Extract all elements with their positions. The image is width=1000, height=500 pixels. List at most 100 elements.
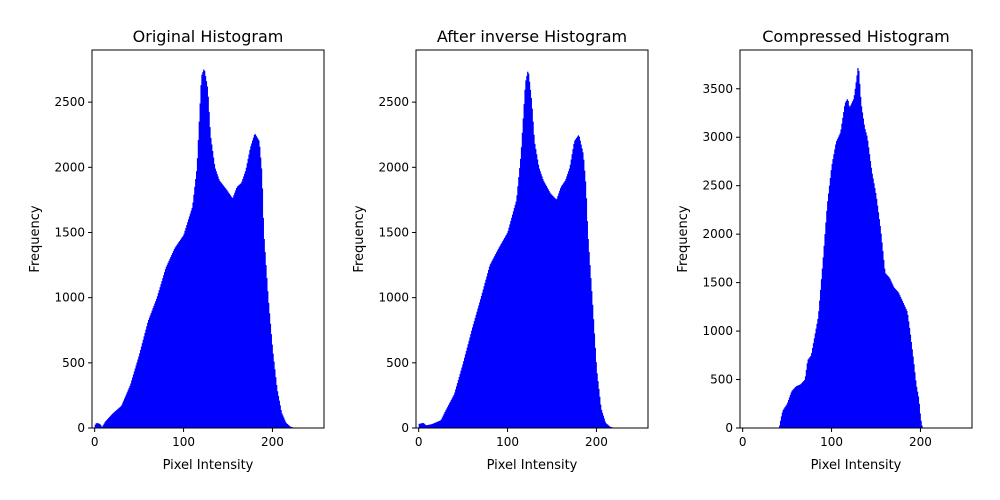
histogram-bin — [198, 121, 200, 428]
histogram-bin — [196, 171, 198, 428]
histogram-bin — [887, 276, 889, 428]
histogram-bin — [909, 334, 912, 428]
histogram-bin — [212, 151, 214, 428]
histogram-bin — [438, 421, 440, 428]
histogram-bin — [592, 304, 594, 428]
histogram-bin — [842, 117, 844, 428]
histogram-bin — [914, 372, 916, 428]
histogram-bin — [123, 400, 125, 428]
histogram-bin — [240, 183, 242, 428]
y-tick-label: 1000 — [54, 291, 85, 305]
histogram-bin — [802, 381, 804, 428]
histogram-bin — [553, 197, 556, 428]
histogram-bin — [475, 314, 477, 428]
histogram-bin — [792, 389, 794, 428]
histogram-bin — [284, 419, 286, 428]
histogram-bin — [448, 403, 451, 428]
histogram-bin — [883, 259, 885, 428]
histogram-bin — [597, 381, 599, 428]
histogram-bin — [783, 408, 785, 428]
histogram-bin — [496, 250, 499, 428]
histogram-bin — [869, 160, 872, 429]
histogram-bin — [230, 196, 232, 428]
histogram-bin — [194, 186, 196, 428]
histogram-bin — [793, 388, 795, 428]
histogram-bin — [276, 384, 278, 428]
histogram-bin — [216, 173, 218, 428]
histogram-bin — [153, 305, 155, 428]
histogram-bin — [236, 188, 238, 428]
histogram-bin — [161, 281, 163, 428]
x-tick-label: 200 — [585, 435, 608, 449]
histogram-bin — [183, 233, 185, 428]
histogram-bin — [116, 409, 119, 428]
histogram-bin — [190, 210, 192, 428]
histogram-bin — [796, 386, 798, 428]
histogram-bin — [567, 173, 569, 428]
histogram-bin — [921, 425, 923, 428]
histogram-bin — [450, 400, 452, 428]
histogram-bin — [202, 72, 204, 428]
histogram-bin — [917, 396, 920, 428]
histogram-bin — [856, 75, 858, 428]
histogram-bin — [469, 337, 471, 428]
histogram-bin — [788, 397, 791, 428]
histogram-bin — [584, 170, 586, 428]
histogram-bin — [144, 332, 146, 428]
histogram-bin — [189, 213, 192, 428]
histogram-bin — [900, 299, 903, 428]
histogram-bin — [515, 201, 517, 428]
histogram-bin — [538, 168, 540, 429]
histogram-bin — [430, 424, 432, 428]
histogram-bin — [95, 423, 97, 428]
histogram-bin — [826, 210, 828, 428]
histogram-bin — [188, 219, 190, 428]
histogram-bin — [247, 158, 249, 428]
histogram-bin — [200, 85, 202, 428]
histogram-bin — [133, 371, 136, 428]
histogram-bin — [251, 143, 253, 428]
histogram-bin — [206, 86, 208, 428]
histogram-bin — [254, 134, 256, 428]
histogram-bin — [863, 124, 865, 428]
histogram-bin — [561, 184, 564, 428]
histogram-bin — [131, 380, 133, 428]
histogram-bin — [449, 401, 452, 428]
histogram-bin — [169, 258, 171, 428]
histogram-bin — [501, 242, 503, 428]
histogram-bin — [805, 369, 808, 428]
histogram-bin — [204, 70, 206, 429]
histogram-bin — [797, 385, 800, 428]
histogram-bin — [580, 144, 582, 428]
histogram-bin — [571, 154, 573, 428]
histogram-bin — [550, 193, 552, 428]
histogram-bin — [176, 244, 178, 428]
histogram-bin — [609, 426, 612, 428]
histogram-bin — [780, 420, 782, 428]
histogram-bin — [239, 184, 241, 428]
histogram-bin — [804, 376, 807, 428]
histogram-bin — [155, 301, 157, 428]
histogram-bin — [146, 326, 148, 428]
histogram-bin — [473, 321, 476, 428]
histogram-bin — [534, 143, 536, 428]
histogram-bin — [531, 108, 533, 428]
histogram-bin — [790, 392, 792, 428]
histogram-bin — [590, 278, 592, 428]
histogram-bin — [810, 355, 812, 428]
histogram-bin — [562, 183, 564, 428]
histogram-bin — [578, 136, 580, 428]
histogram-bin — [568, 171, 570, 428]
histogram-bin — [541, 176, 543, 428]
histogram-bin — [98, 423, 100, 428]
histogram-bin — [901, 301, 904, 428]
histogram-bin — [248, 154, 250, 428]
histogram-bin — [486, 276, 488, 428]
histogram-bin — [145, 329, 147, 428]
histogram-bin — [520, 158, 522, 428]
histogram-bin — [209, 127, 211, 429]
histogram-bin — [818, 311, 820, 428]
histogram-bin — [275, 377, 277, 428]
histogram-bin — [845, 100, 848, 428]
